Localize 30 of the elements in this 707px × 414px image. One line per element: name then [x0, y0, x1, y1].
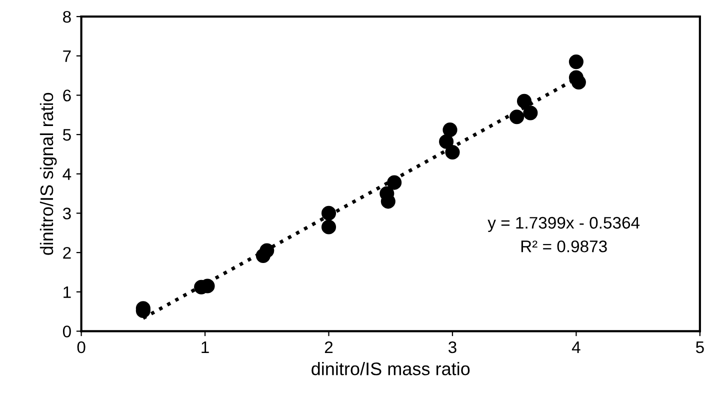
x-axis-title: dinitro/IS mass ratio [312, 362, 470, 376]
x-tick-label: 4 [572, 342, 580, 353]
y-axis-title: dinitro/IS signal ratio [40, 92, 57, 255]
annotation: y = 1.7399x - 0.5364 [488, 216, 640, 232]
y-tick-label: 7 [63, 50, 71, 62]
point [442, 122, 458, 138]
point [387, 175, 402, 190]
annotation: R² = 0.9873 [521, 240, 607, 252]
point [321, 220, 336, 234]
y-tick-label: 0 [62, 326, 71, 338]
x-tick-label: 3 [448, 341, 456, 354]
y-tick-label: 6 [63, 90, 71, 102]
y-tick-label: 4 [62, 168, 72, 180]
y-tick-label: 8 [63, 10, 71, 23]
x-tick-label: 5 [696, 342, 704, 354]
y-tick-label: 2 [63, 246, 71, 259]
point [516, 94, 532, 108]
point [321, 206, 336, 220]
point [260, 243, 274, 258]
y-tick-label: 5 [62, 129, 71, 141]
x-tick-label: 2 [324, 341, 333, 353]
x-tick-label: 0 [77, 341, 86, 354]
point [568, 54, 584, 70]
x-tick-label: 1 [202, 342, 209, 353]
point [510, 110, 524, 124]
point [571, 74, 586, 90]
point [445, 144, 460, 160]
point [523, 106, 538, 120]
y-tick-label: 3 [62, 208, 71, 220]
y-tick-label: 1 [64, 286, 71, 298]
